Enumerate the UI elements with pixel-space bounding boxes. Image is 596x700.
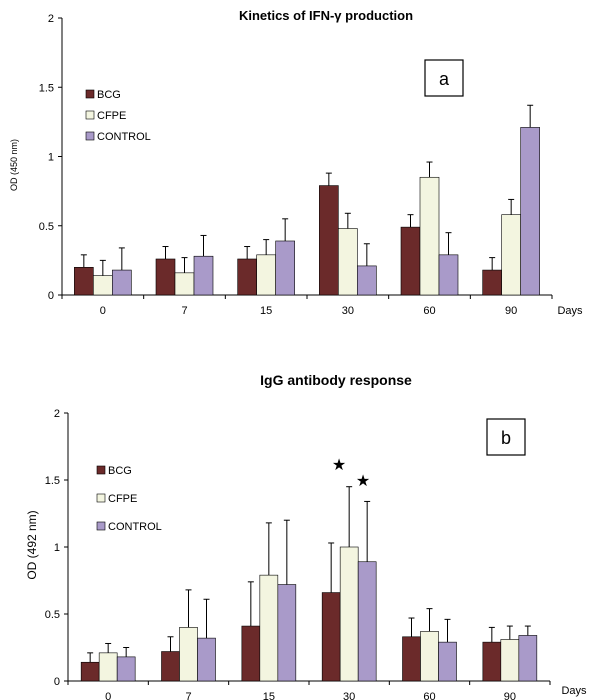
legend-label-control: CONTROL [108, 521, 162, 533]
bar-control-90 [518, 635, 538, 682]
x-axis-label-a: Days [557, 305, 583, 317]
y-tick-label: 1 [48, 152, 54, 164]
bar-bcg-90 [482, 641, 502, 682]
legend-label-cfpe: CFPE [97, 110, 126, 122]
bar-control-0 [112, 269, 132, 296]
y-axis-label-a: OD (450 nm) [9, 139, 19, 191]
legend-swatch-control [96, 521, 106, 531]
y-tick-label: 1 [54, 542, 60, 554]
legend-label-cfpe: CFPE [108, 493, 137, 505]
y-tick-label: 0.5 [39, 221, 54, 233]
x-tick-label: 30 [343, 691, 355, 700]
bar-bcg-15 [241, 625, 261, 682]
panel-label-a: a [439, 69, 450, 89]
bar-bcg-15 [237, 258, 257, 296]
chart-title-b: IgG antibody response [260, 372, 412, 388]
panel-label-box-a [424, 59, 464, 97]
bar-control-60 [438, 254, 459, 296]
legend-label-bcg: BCG [97, 89, 121, 101]
y-tick-label: 0.5 [45, 609, 60, 621]
legend-a: BCG CFPE CONTROL [85, 89, 151, 143]
bar-cfpe-60 [419, 176, 440, 296]
legend-b: BCG CFPE CONTROL [96, 465, 162, 533]
bar-control-30 [357, 561, 377, 682]
bar-control-15 [277, 584, 297, 682]
significance-star-cfpe: ★ [332, 457, 346, 474]
bar-bcg-0 [80, 661, 100, 682]
x-tick-label: 60 [423, 691, 435, 700]
y-tick-label: 0 [48, 290, 54, 302]
legend-swatch-bcg [96, 465, 106, 475]
bar-cfpe-90 [500, 639, 520, 682]
bar-cfpe-7 [174, 272, 195, 296]
bar-bcg-30 [321, 592, 341, 682]
bar-cfpe-7 [179, 627, 198, 682]
bar-cfpe-15 [259, 574, 279, 682]
y-tick-label: 1.5 [45, 475, 60, 487]
bar-control-30 [357, 265, 377, 296]
bar-control-7 [197, 637, 216, 682]
y-tick-label: 2 [48, 13, 54, 25]
bar-control-15 [275, 240, 295, 296]
bar-cfpe-0 [98, 652, 118, 682]
chart-panel-b: IgG antibody response b OD (492 nm) Days… [25, 372, 587, 700]
bar-bcg-90 [482, 269, 502, 296]
chart-panel-a: Kinetics of IFN-γ production a OD (450 n… [9, 8, 583, 317]
bar-bcg-7 [155, 258, 176, 296]
panel-label-b: b [501, 428, 511, 448]
bar-bcg-60 [402, 636, 421, 682]
y-tick-label: 1.5 [39, 82, 54, 94]
bar-bcg-30 [319, 185, 339, 296]
x-tick-label: 60 [423, 305, 435, 317]
bar-cfpe-60 [420, 631, 439, 682]
panel-label-box-b [486, 418, 526, 456]
x-tick-label: 0 [100, 305, 106, 317]
bar-cfpe-30 [338, 228, 358, 296]
x-tick-label: 0 [105, 691, 111, 700]
x-tick-label: 7 [185, 691, 191, 700]
bar-cfpe-90 [501, 214, 521, 296]
x-axis-label-b: Days [561, 685, 587, 697]
x-tick-label: 7 [181, 305, 187, 317]
legend-swatch-control [85, 131, 95, 141]
x-tick-label: 90 [504, 691, 516, 700]
bar-cfpe-30 [339, 546, 359, 682]
chart-title-a: Kinetics of IFN-γ production [239, 8, 413, 23]
x-tick-label: 30 [342, 305, 354, 317]
plot-area-b: 0 0.5 1 1.5 2 0 7 15 30 60 90 [45, 408, 551, 700]
bar-cfpe-0 [93, 275, 113, 296]
y-tick-label: 0 [54, 676, 60, 688]
legend-swatch-bcg [85, 89, 95, 99]
legend-label-bcg: BCG [108, 465, 132, 477]
legend-swatch-cfpe [85, 110, 95, 120]
bar-cfpe-15 [256, 254, 276, 296]
bar-control-7 [193, 255, 214, 296]
bar-bcg-0 [74, 266, 94, 296]
bar-control-0 [116, 656, 136, 682]
y-axis-label-b: OD (492 nm) [25, 510, 39, 579]
bar-bcg-7 [161, 651, 180, 682]
bar-control-90 [520, 127, 540, 296]
plot-area-a: 0 0.5 1 1.5 2 0 7 15 30 60 90 [39, 13, 553, 317]
bar-control-60 [438, 641, 457, 682]
x-tick-label: 90 [505, 305, 517, 317]
bar-bcg-60 [400, 226, 421, 296]
significance-star-control: ★ [356, 473, 370, 490]
y-tick-label: 2 [54, 408, 60, 420]
legend-label-control: CONTROL [97, 131, 151, 143]
legend-swatch-cfpe [96, 493, 106, 503]
x-tick-label: 15 [263, 691, 275, 700]
x-tick-label: 15 [260, 305, 272, 317]
